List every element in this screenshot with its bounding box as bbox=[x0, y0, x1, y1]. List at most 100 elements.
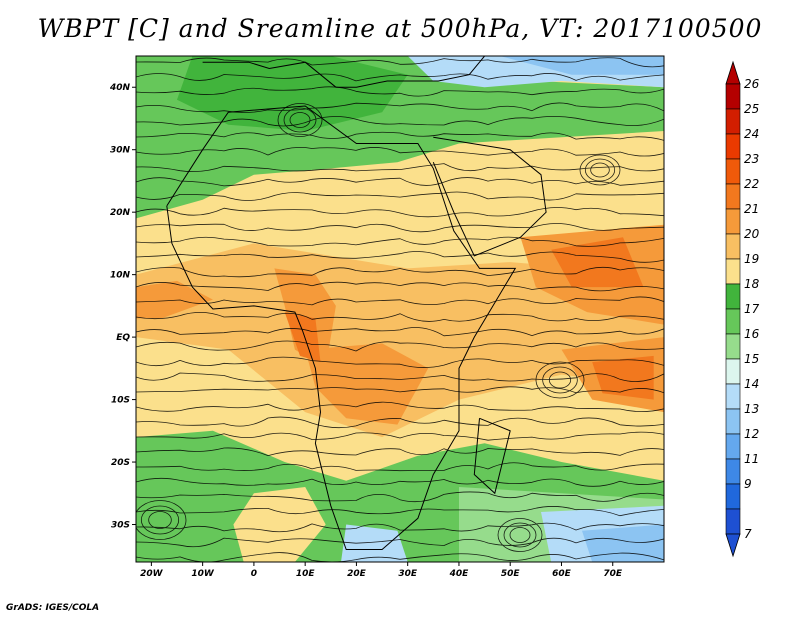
lon-tick-label: 30E bbox=[398, 569, 418, 579]
colorbar-label: 21 bbox=[744, 202, 759, 216]
colorbar-label: 26 bbox=[744, 77, 760, 91]
colorbar-label: 19 bbox=[744, 252, 759, 266]
colorbar: 26 25 24 23 22 21 20 19 18 17 16 15 14 13 12 11 9 7 bbox=[725, 60, 760, 558]
lon-tick-label: 10W bbox=[191, 569, 215, 579]
streamlines bbox=[136, 57, 664, 562]
streamline-eddy bbox=[590, 162, 610, 178]
colorbar-swatch bbox=[725, 258, 741, 285]
colorbar-swatch bbox=[725, 133, 741, 160]
wbpt-field bbox=[136, 56, 664, 562]
streamline bbox=[136, 281, 664, 292]
colorbar-swatch bbox=[725, 458, 741, 485]
streamline bbox=[136, 177, 664, 187]
streamline-eddy bbox=[277, 103, 323, 137]
streamline bbox=[136, 266, 664, 278]
streamline bbox=[136, 236, 664, 247]
colorbar-label: 23 bbox=[744, 152, 759, 166]
streamline bbox=[136, 131, 664, 141]
lat-tick-label: 30S bbox=[111, 521, 130, 531]
colorbar-arrow-top bbox=[725, 60, 741, 85]
streamline bbox=[136, 401, 664, 412]
streamline bbox=[136, 522, 664, 533]
map-title: WBPT [C] and Sreamline at 500hPa, VT: 20… bbox=[37, 14, 763, 43]
streamline-eddy bbox=[579, 154, 621, 186]
streamline bbox=[136, 86, 664, 97]
streamline bbox=[136, 356, 664, 368]
lat-tick-label: 10S bbox=[111, 396, 130, 406]
streamline bbox=[136, 327, 664, 337]
streamline bbox=[136, 431, 664, 441]
streamline bbox=[136, 73, 664, 82]
field-region-orange-west bbox=[136, 280, 213, 319]
colorbar-swatch bbox=[725, 433, 741, 460]
colorbar-label: 16 bbox=[744, 327, 760, 341]
colorbar-swatch bbox=[725, 183, 741, 210]
coastline-1 bbox=[473, 417, 511, 495]
lat-tick-label: 10N bbox=[110, 271, 131, 281]
colorbar-label: 7 bbox=[744, 527, 752, 541]
streamline-eddy bbox=[503, 522, 537, 548]
colorbar-swatch bbox=[725, 508, 741, 535]
colorbar-label: 20 bbox=[744, 227, 760, 241]
streamline bbox=[136, 372, 664, 382]
streamline-eddy bbox=[584, 158, 616, 182]
colorbar-label: 18 bbox=[744, 277, 760, 291]
lon-tick-label: 20E bbox=[347, 569, 367, 579]
colorbar-swatch bbox=[725, 483, 741, 510]
colorbar-swatch bbox=[725, 158, 741, 185]
streamline bbox=[136, 491, 664, 503]
colorbar-swatch bbox=[725, 383, 741, 410]
colorbar-swatch bbox=[725, 283, 741, 310]
lon-tick-label: 10E bbox=[296, 569, 316, 579]
lon-tick-label: 40E bbox=[449, 569, 470, 579]
colorbar-label: 14 bbox=[744, 377, 759, 391]
streamline bbox=[136, 537, 664, 548]
lon-axis: 20W 10W 0 10E 20E 30E 40E 50E 60E 70E bbox=[140, 562, 623, 579]
streamline bbox=[136, 223, 664, 233]
streamline bbox=[136, 57, 664, 68]
lat-tick-label: 30N bbox=[110, 146, 131, 156]
streamline bbox=[136, 506, 664, 517]
streamline-eddy bbox=[136, 500, 187, 540]
lon-tick-label: 20W bbox=[140, 569, 164, 579]
streamline-eddy bbox=[535, 361, 585, 399]
streamline bbox=[136, 552, 664, 562]
field-region-south-center-yellow bbox=[233, 487, 326, 562]
colorbar-label: 24 bbox=[744, 127, 759, 141]
colorbar-label: 9 bbox=[744, 477, 752, 491]
streamline-eddy bbox=[148, 511, 172, 529]
streamline-eddy bbox=[497, 518, 543, 552]
streamline bbox=[136, 296, 664, 306]
streamline bbox=[136, 207, 664, 218]
lat-tick-label: 20N bbox=[110, 208, 131, 218]
streamline bbox=[136, 147, 664, 157]
coastlines bbox=[166, 56, 547, 550]
streamline bbox=[136, 416, 664, 429]
streamline bbox=[136, 462, 664, 472]
streamline-eddy bbox=[548, 371, 572, 389]
colorbar-label: 12 bbox=[744, 427, 759, 441]
field-region-sahel-light-orange bbox=[136, 243, 664, 438]
streamline-eddy bbox=[140, 505, 180, 535]
colorbar-swatch bbox=[725, 358, 741, 385]
streamline-eddy bbox=[283, 107, 317, 133]
colorbar-arrow-bottom bbox=[725, 533, 741, 558]
colorbar-swatch bbox=[725, 83, 741, 110]
streamline bbox=[136, 386, 664, 394]
colorbar-swatch bbox=[725, 208, 741, 235]
field-region-deep-orange-2 bbox=[551, 237, 644, 288]
colorbar-label: 11 bbox=[744, 452, 759, 466]
colorbar-label: 13 bbox=[744, 402, 759, 416]
colorbar-label: 22 bbox=[744, 177, 759, 191]
coastline-0 bbox=[166, 105, 517, 550]
streamline bbox=[136, 312, 664, 322]
field-region-south-blue-core bbox=[582, 524, 664, 562]
field-region-cape-blue bbox=[341, 524, 408, 562]
streamline bbox=[136, 102, 664, 113]
streamline bbox=[136, 340, 664, 352]
lon-tick-label: 50E bbox=[501, 569, 521, 579]
lat-axis: 40N 30N 20N 10N EQ 10S 20S 30S bbox=[109, 83, 136, 531]
colorbar-swatch bbox=[725, 108, 741, 135]
streamline-eddy bbox=[509, 527, 531, 543]
colorbar-swatch bbox=[725, 233, 741, 260]
